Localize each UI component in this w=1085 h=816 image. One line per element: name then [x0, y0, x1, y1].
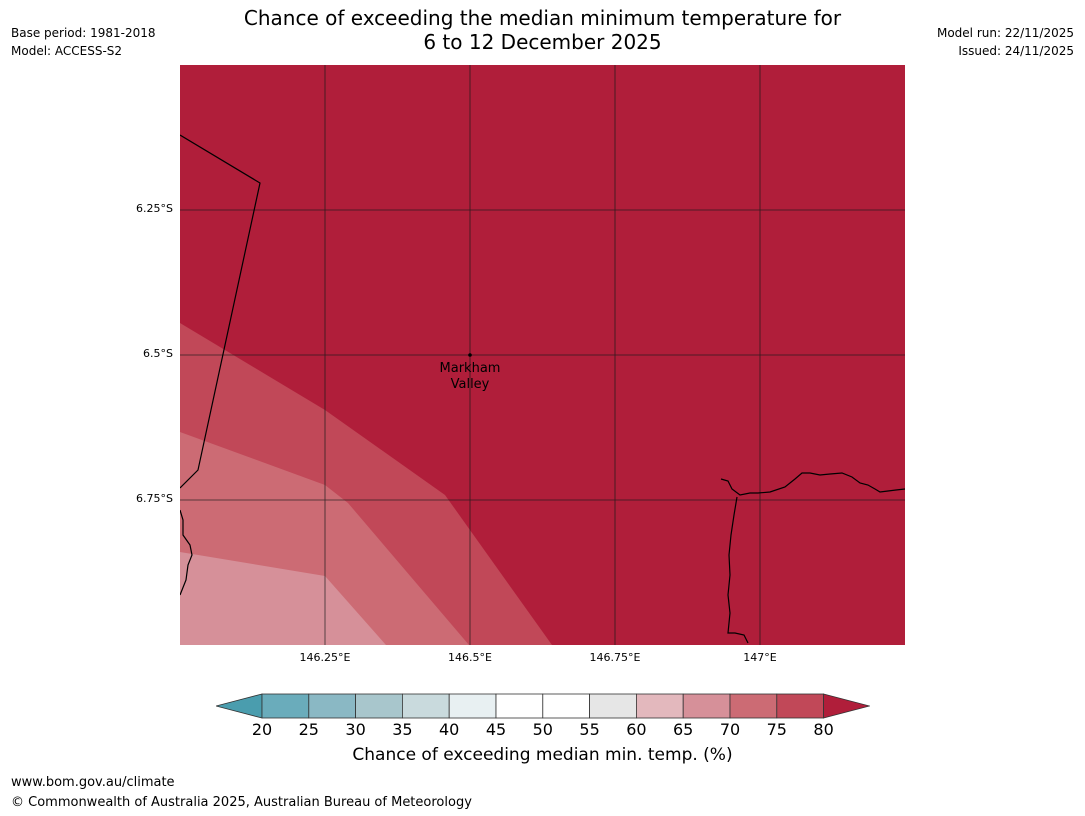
colorbar-tick-label: 50 [532, 720, 553, 739]
lon-label-146-5: 146.5°E [448, 651, 492, 664]
lon-label-146-75: 146.75°E [589, 651, 641, 664]
colorbar-segment [308, 693, 357, 719]
issued-date: Issued: 24/11/2025 [958, 44, 1074, 58]
colorbar-label: Chance of exceeding median min. temp. (%… [352, 745, 733, 765]
meta-right: Model run: 22/11/2025 Issued: 24/11/2025 [937, 24, 1074, 60]
colorbar-segment [495, 693, 544, 719]
lat-label-6-25: 6.25°S [136, 202, 173, 215]
colorbar-segment [776, 693, 824, 719]
title-line-2: 6 to 12 December 2025 [423, 30, 662, 54]
colorbar-segment [401, 693, 450, 719]
footer-url[interactable]: www.bom.gov.au/climate [11, 775, 175, 790]
colorbar-over-arrow [823, 693, 870, 719]
colorbar-under-arrow [216, 693, 263, 719]
model-name: Model: ACCESS-S2 [11, 44, 123, 58]
model-run: Model run: 22/11/2025 [936, 26, 1074, 40]
lon-label-147: 147°E [743, 651, 777, 664]
place-label-line2: Valley [451, 377, 490, 392]
colorbar-segment [542, 693, 590, 719]
colorbar-segment [635, 693, 684, 719]
colorbar-tick-label: 75 [766, 720, 787, 739]
colorbar-tick-label: 40 [439, 720, 460, 739]
colorbar-tick-label: 70 [719, 720, 741, 739]
gridlines [180, 65, 905, 645]
colorbar-tick-label: 45 [485, 720, 507, 739]
coastline-inlet [727, 496, 749, 644]
colorbar-tick-label: 80 [813, 720, 834, 739]
colorbar-segment [448, 693, 497, 719]
colorbar-tick-label: 30 [345, 720, 366, 739]
lat-label-6-75: 6.75°S [136, 492, 173, 505]
coastline-east [720, 472, 905, 496]
colorbar-tick-label: 25 [298, 720, 319, 739]
colorbar [216, 693, 870, 719]
colorbar-segment [682, 693, 731, 719]
colorbar-segment [729, 693, 778, 719]
markham-valley-marker [468, 353, 472, 357]
colorbar-segment [589, 693, 637, 719]
zone-65-70 [180, 552, 386, 645]
footer-copyright: © Commonwealth of Australia 2025, Austra… [11, 795, 472, 810]
colorbar-segment [261, 693, 310, 719]
base-period: Base period: 1981-2018 [11, 26, 156, 40]
colorbar-tick-label: 65 [673, 720, 694, 739]
forecast-map[interactable]: Markham Valley [180, 65, 905, 645]
border-line [180, 134, 261, 489]
map-title: Chance of exceeding the median minimum t… [0, 6, 1085, 54]
meta-left: Base period: 1981-2018 Model: ACCESS-S2 [11, 24, 156, 60]
lat-label-6-5: 6.5°S [143, 347, 173, 360]
colorbar-segment [355, 693, 403, 719]
colorbar-tick-label: 20 [251, 720, 273, 739]
colorbar-tick-label: 60 [626, 720, 647, 739]
place-label-line1: Markham [440, 361, 501, 376]
coastline-west [180, 509, 193, 596]
lon-label-146-25: 146.25°E [299, 651, 351, 664]
colorbar-tick-label: 55 [579, 720, 600, 739]
colorbar-tick-label: 35 [392, 720, 413, 739]
boundaries [180, 134, 905, 644]
title-line-1: Chance of exceeding the median minimum t… [243, 6, 842, 30]
